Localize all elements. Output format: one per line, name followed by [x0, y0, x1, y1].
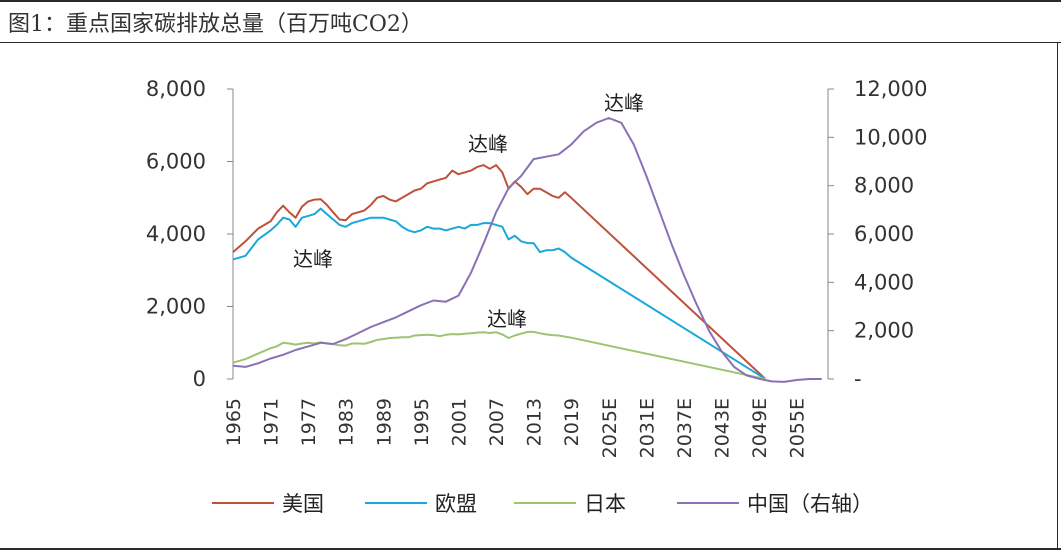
x-tick-label: 2025E	[599, 398, 621, 458]
x-tick-label: 1989	[373, 398, 395, 446]
x-tick-label: 2007	[486, 398, 508, 446]
x-tick-label: 1971	[261, 398, 283, 446]
x-tick-label: 2013	[524, 398, 546, 446]
frame-right-rule	[1057, 43, 1058, 548]
series-line-日本	[232, 330, 766, 380]
left-y-tick-label: 6,000	[146, 150, 206, 174]
right-y-tick-label: 2,000	[854, 319, 914, 343]
x-tick-label: 2055E	[787, 398, 809, 458]
legend-label: 欧盟	[435, 492, 477, 516]
peak-annotation: 达峰	[468, 132, 508, 156]
x-tick-label: 1995	[411, 398, 433, 446]
peak-annotation: 达峰	[604, 91, 644, 115]
peak-annotation: 达峰	[293, 247, 333, 271]
x-tick-label: 2049E	[749, 398, 771, 458]
right-y-tick-label: 8,000	[854, 174, 914, 198]
frame-bottom-rule	[0, 548, 1061, 550]
right-y-tick-label: 12,000	[854, 77, 927, 101]
x-tick-label: 2043E	[712, 398, 734, 458]
left-y-tick-label: 0	[193, 367, 206, 391]
title-divider	[0, 42, 1061, 43]
legend-label: 美国	[282, 492, 324, 516]
series-line-中国（右轴）	[232, 117, 822, 383]
series-line-欧盟	[232, 207, 766, 380]
x-tick-label: 1965	[223, 398, 245, 446]
figure-title: 图1：重点国家碳排放总量（百万吨CO2）	[8, 12, 423, 37]
x-tick-label: 2037E	[674, 398, 696, 458]
x-tick-label: 1977	[298, 398, 320, 446]
x-tick-label: 1983	[336, 398, 358, 446]
right-y-tick-label: 4,000	[854, 270, 914, 294]
right-y-tick-label: 10,000	[854, 125, 927, 149]
right-y-tick-label: 6,000	[854, 222, 914, 246]
left-y-tick-label: 8,000	[146, 77, 206, 101]
legend-label: 中国（右轴）	[747, 492, 873, 516]
x-tick-label: 2031E	[636, 398, 658, 458]
series-line-美国	[232, 164, 767, 380]
peak-annotation: 达峰	[487, 307, 527, 331]
right-y-tick-label: -	[854, 367, 862, 391]
left-y-tick-label: 4,000	[146, 222, 206, 246]
legend-label: 日本	[584, 492, 626, 516]
x-tick-label: 2019	[561, 398, 583, 446]
frame-top-rule	[0, 0, 1061, 2]
left-y-tick-label: 2,000	[146, 295, 206, 319]
x-tick-label: 2001	[448, 398, 470, 446]
